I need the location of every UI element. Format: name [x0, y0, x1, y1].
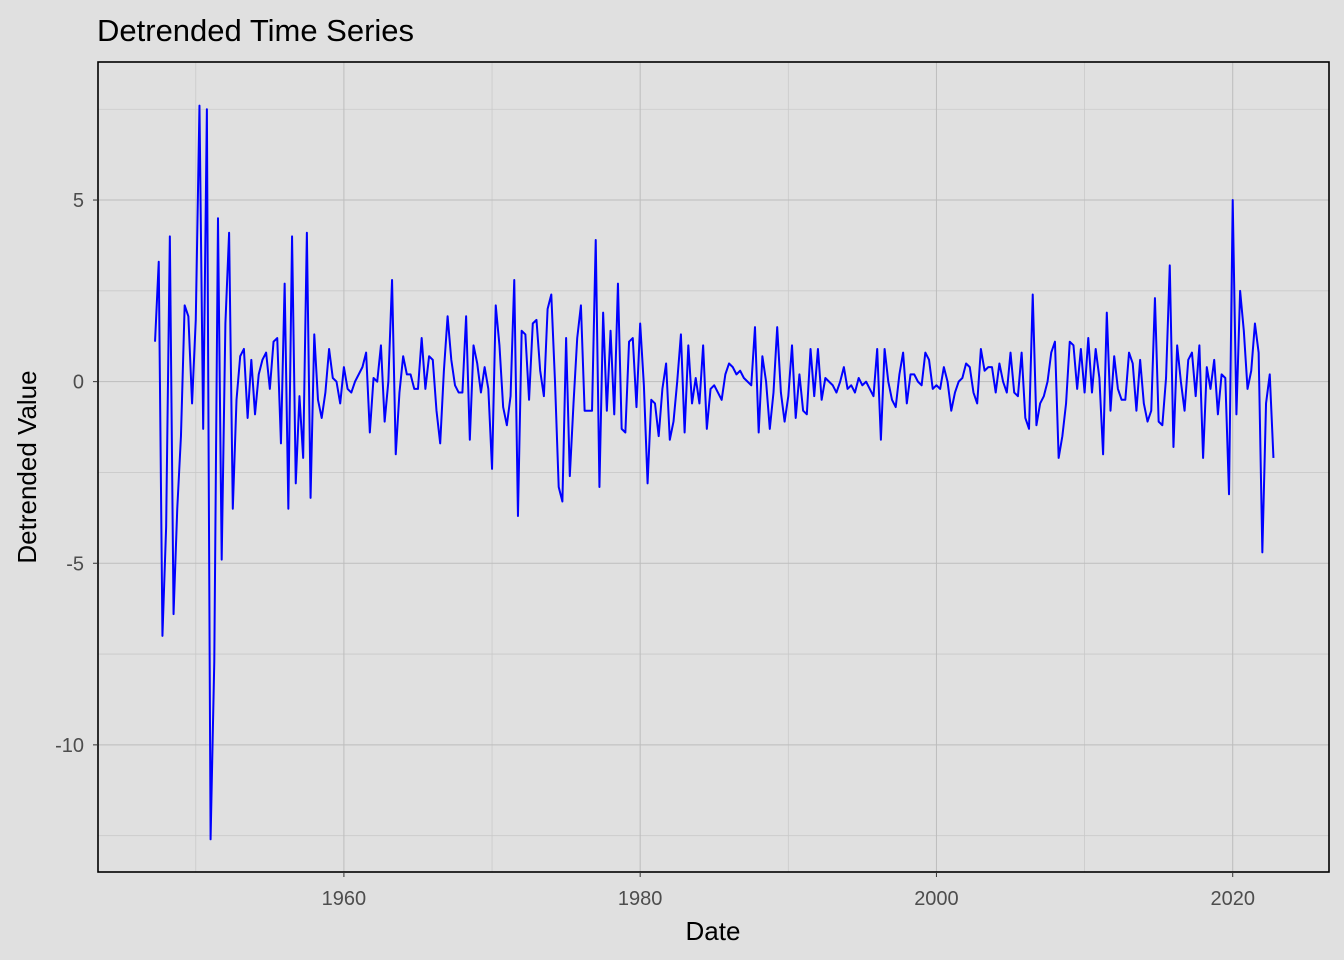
y-tick-label: -10 — [55, 735, 84, 757]
axis-ticks: 1960 1980 2000 2020 -10 -5 0 5 — [55, 190, 1255, 910]
series-line — [154, 104, 1275, 841]
x-axis-label: Date — [686, 916, 741, 946]
x-tick-label: 1960 — [322, 888, 367, 910]
x-tick-label: 2020 — [1210, 888, 1255, 910]
chart-title: Detrended Time Series — [97, 13, 414, 48]
y-axis-label: Detrended Value — [12, 370, 42, 563]
gridlines — [98, 62, 1329, 872]
y-tick-label: 5 — [73, 190, 84, 212]
x-tick-label: 2000 — [914, 888, 959, 910]
y-tick-label: 0 — [73, 372, 84, 394]
x-tick-label: 1980 — [618, 888, 663, 910]
plot-frame — [97, 61, 1330, 873]
series-layer — [154, 104, 1275, 841]
y-tick-label: -5 — [66, 553, 84, 575]
